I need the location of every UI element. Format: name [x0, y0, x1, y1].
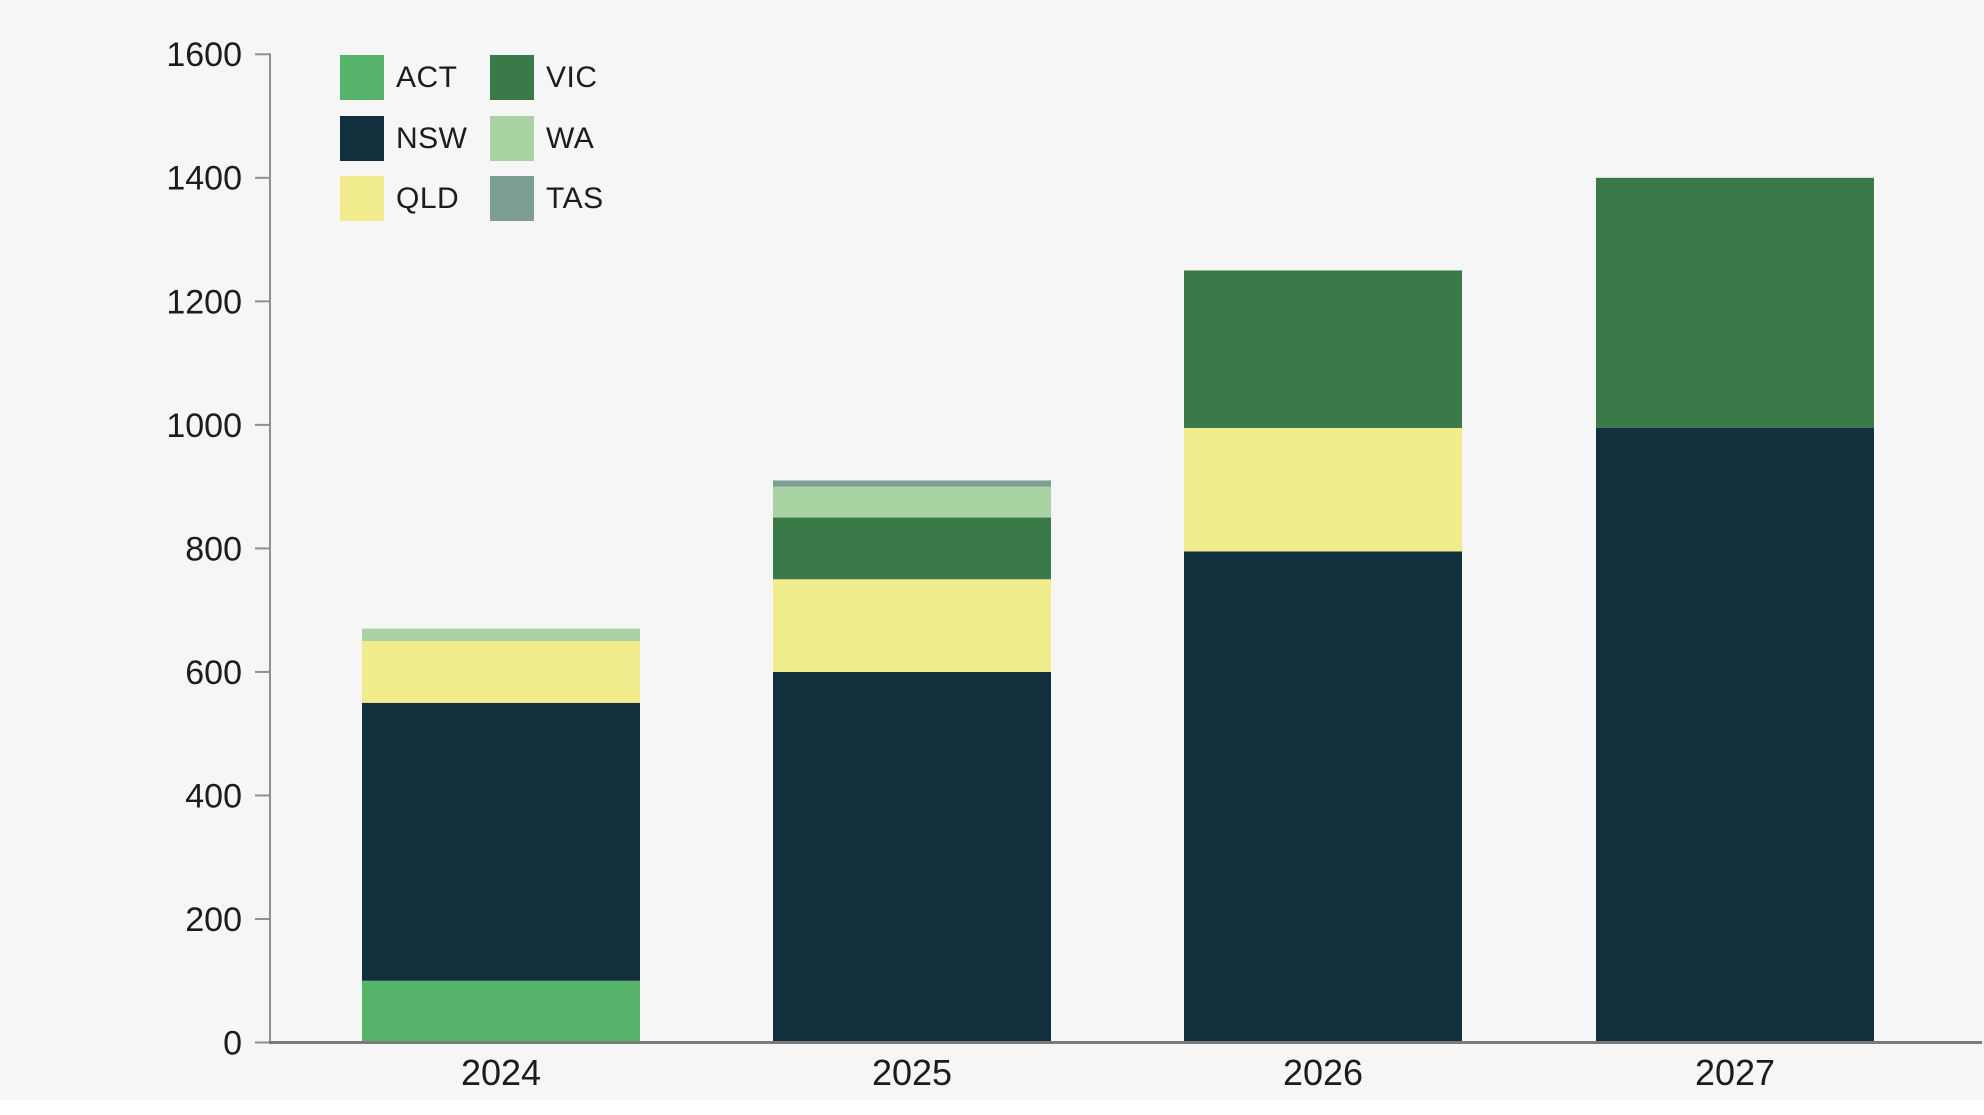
bar-segment-NSW-2027[interactable]	[1596, 427, 1874, 1043]
x-tick-label-2027: 2027	[1695, 1052, 1775, 1093]
x-tick-label-2026: 2026	[1283, 1052, 1363, 1093]
y-tick-label-1200: 1200	[166, 283, 242, 321]
legend-label-QLD: QLD	[396, 182, 460, 215]
bar-segment-QLD-2026[interactable]	[1184, 427, 1462, 552]
legend-item-ACT[interactable]: ACT	[340, 55, 458, 100]
legend-swatch-TAS-icon	[490, 176, 534, 221]
bar-segment-TAS-2025[interactable]	[773, 480, 1051, 487]
legend-swatch-ACT-icon	[340, 55, 384, 100]
y-tick-label-1400: 1400	[166, 160, 242, 198]
bar-segment-NSW-2024[interactable]	[362, 702, 640, 981]
bar-segment-QLD-2024[interactable]	[362, 641, 640, 703]
bar-segment-QLD-2025[interactable]	[773, 579, 1051, 672]
legend-item-TAS[interactable]: TAS	[490, 176, 604, 221]
bar-segment-WA-2024[interactable]	[362, 628, 640, 642]
bottom-strip	[0, 1100, 1984, 1115]
y-tick-label-600: 600	[185, 654, 242, 692]
legend-label-ACT: ACT	[396, 61, 458, 94]
legend-swatch-WA-icon	[490, 115, 534, 161]
bar-segment-NSW-2025[interactable]	[773, 671, 1051, 1043]
legend-swatch-VIC-icon	[490, 55, 534, 100]
y-tick-label-1600: 1600	[166, 36, 242, 74]
x-tick-label-2024: 2024	[461, 1052, 541, 1093]
legend-swatch-QLD-icon	[340, 176, 384, 221]
y-tick-label-200: 200	[185, 901, 242, 939]
bar-segment-VIC-2026[interactable]	[1184, 270, 1462, 428]
legend-item-QLD[interactable]: QLD	[340, 176, 459, 221]
legend-label-NSW: NSW	[396, 121, 468, 155]
legend-swatch-NSW-icon	[340, 115, 384, 161]
bar-segment-VIC-2025[interactable]	[773, 517, 1051, 580]
bar-segment-ACT-2024[interactable]	[362, 980, 640, 1043]
legend-label-TAS: TAS	[546, 182, 604, 215]
legend-item-NSW[interactable]: NSW	[340, 115, 468, 161]
x-tick-label-2025: 2025	[872, 1052, 952, 1093]
legend-label-WA: WA	[546, 121, 595, 155]
y-tick-label-0: 0	[223, 1024, 242, 1062]
legend-item-WA[interactable]: WA	[490, 115, 595, 161]
y-tick-label-800: 800	[185, 530, 242, 568]
legend-item-VIC[interactable]: VIC	[490, 55, 598, 100]
y-tick-label-400: 400	[185, 777, 242, 815]
bar-segment-WA-2025[interactable]	[773, 486, 1051, 518]
y-tick-label-1000: 1000	[166, 407, 242, 445]
bar-segment-NSW-2026[interactable]	[1184, 551, 1462, 1043]
legend-label-VIC: VIC	[546, 61, 598, 94]
bar-segment-VIC-2027[interactable]	[1596, 177, 1874, 428]
